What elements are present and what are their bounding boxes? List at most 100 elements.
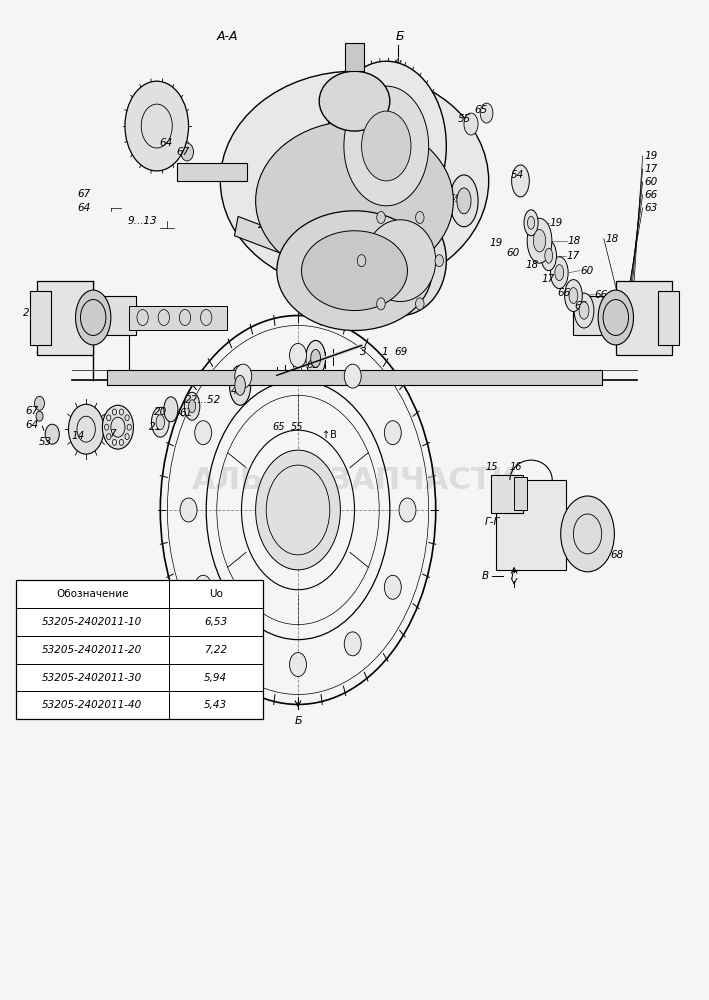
Circle shape — [125, 81, 189, 171]
Ellipse shape — [256, 121, 453, 281]
Ellipse shape — [527, 218, 552, 263]
Circle shape — [344, 86, 429, 206]
Text: 60: 60 — [644, 177, 657, 187]
Circle shape — [235, 364, 252, 388]
Circle shape — [164, 137, 174, 151]
Text: 60: 60 — [581, 266, 593, 276]
Circle shape — [362, 111, 411, 181]
Text: 9...13: 9...13 — [127, 216, 157, 226]
Text: 18: 18 — [605, 234, 618, 244]
Bar — [128, 306, 228, 330]
Text: Б: Б — [294, 716, 302, 726]
Circle shape — [384, 575, 401, 599]
Text: 7: 7 — [109, 429, 116, 439]
Ellipse shape — [464, 113, 478, 135]
Bar — [58, 296, 135, 335]
Circle shape — [399, 498, 416, 522]
Text: 54: 54 — [510, 170, 523, 180]
Circle shape — [357, 255, 366, 267]
Text: 53205-2402011-10: 53205-2402011-10 — [42, 617, 143, 627]
Circle shape — [326, 61, 446, 231]
Bar — [107, 370, 602, 385]
Text: 55: 55 — [457, 114, 471, 124]
Text: 63: 63 — [574, 301, 587, 311]
Bar — [491, 475, 523, 513]
Text: А-А: А-А — [217, 30, 238, 43]
Text: 67: 67 — [177, 147, 189, 157]
Circle shape — [256, 450, 340, 570]
Text: 53205-2402011-30: 53205-2402011-30 — [42, 673, 143, 683]
Ellipse shape — [569, 288, 578, 304]
Ellipse shape — [184, 392, 200, 420]
Circle shape — [345, 364, 361, 388]
Text: 9...13: 9...13 — [313, 232, 343, 242]
Text: 17: 17 — [566, 251, 580, 261]
Text: 3: 3 — [360, 347, 367, 357]
Ellipse shape — [220, 71, 489, 291]
Ellipse shape — [319, 71, 390, 131]
Text: 2: 2 — [258, 220, 264, 230]
Circle shape — [376, 298, 385, 310]
Text: 15: 15 — [486, 462, 498, 472]
Text: 18: 18 — [526, 260, 539, 270]
Text: 17: 17 — [644, 164, 657, 174]
Ellipse shape — [527, 216, 535, 229]
Text: 2: 2 — [23, 308, 29, 318]
Ellipse shape — [564, 280, 582, 312]
Text: 20: 20 — [154, 407, 167, 417]
Circle shape — [181, 143, 194, 161]
Bar — [30, 291, 51, 345]
Ellipse shape — [76, 290, 111, 345]
Circle shape — [561, 496, 615, 572]
Text: 6,53: 6,53 — [204, 617, 228, 627]
Text: 21: 21 — [149, 422, 162, 432]
Circle shape — [195, 421, 212, 445]
Ellipse shape — [164, 397, 178, 422]
Text: Г: Г — [510, 571, 516, 581]
Ellipse shape — [574, 293, 594, 328]
Text: 5,43: 5,43 — [204, 700, 228, 710]
Text: 64: 64 — [25, 420, 38, 430]
Ellipse shape — [152, 407, 169, 437]
Ellipse shape — [533, 230, 546, 252]
Ellipse shape — [450, 175, 478, 227]
Circle shape — [102, 405, 133, 449]
Text: Uо: Uо — [208, 589, 223, 599]
Bar — [37, 281, 93, 355]
Ellipse shape — [555, 265, 564, 281]
Text: 16: 16 — [509, 462, 522, 472]
Text: 8: 8 — [199, 428, 206, 438]
Circle shape — [235, 632, 252, 656]
Circle shape — [289, 653, 306, 677]
Bar — [345, 43, 364, 71]
Text: 69: 69 — [394, 347, 408, 357]
Ellipse shape — [354, 206, 446, 316]
Bar — [235, 216, 320, 267]
Ellipse shape — [480, 103, 493, 123]
Bar — [574, 296, 651, 335]
Text: В: В — [481, 571, 489, 581]
Circle shape — [376, 212, 385, 223]
Text: 67: 67 — [25, 406, 38, 416]
Text: 19: 19 — [644, 151, 657, 161]
Bar — [514, 477, 527, 510]
Text: 53205-2402011-40: 53205-2402011-40 — [42, 700, 143, 710]
Text: 61: 61 — [180, 408, 193, 418]
Ellipse shape — [457, 188, 471, 214]
Ellipse shape — [550, 257, 568, 289]
Text: 19: 19 — [549, 218, 563, 228]
Ellipse shape — [365, 220, 436, 302]
Ellipse shape — [277, 211, 432, 330]
Text: 18: 18 — [568, 236, 581, 246]
Text: 66: 66 — [557, 288, 571, 298]
Text: 59: 59 — [449, 194, 462, 204]
Text: 9...13: 9...13 — [267, 373, 296, 383]
Text: Г-Г: Г-Г — [484, 517, 500, 527]
Ellipse shape — [235, 375, 245, 395]
Ellipse shape — [524, 210, 538, 236]
Text: 1: 1 — [381, 347, 389, 357]
Text: 22...52: 22...52 — [184, 395, 220, 405]
Text: 68: 68 — [610, 550, 623, 560]
Text: Б: Б — [396, 30, 405, 43]
Circle shape — [415, 212, 424, 223]
